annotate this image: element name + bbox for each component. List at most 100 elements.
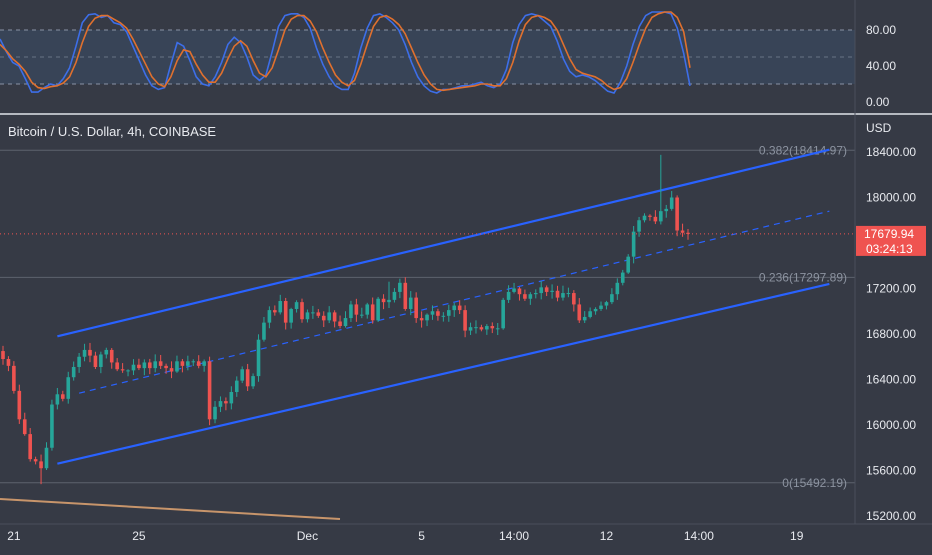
candle-body: [425, 314, 429, 321]
candle-body: [71, 366, 76, 378]
candle-body: [213, 406, 217, 420]
candle-body: [408, 297, 413, 309]
oscillator-pane: [0, 11, 855, 94]
regression-channel[interactable]: [57, 148, 830, 465]
candle-body: [664, 208, 669, 212]
candle-body: [354, 304, 359, 315]
stochastic-k-line: [0, 11, 691, 94]
time-tick-label: Dec: [297, 529, 318, 543]
oscillator-axis[interactable]: 80.00 40.00 0.00: [866, 23, 896, 109]
candle-body: [501, 299, 505, 329]
price-tick-label: 16800.00: [866, 327, 916, 341]
candle-body: [599, 305, 603, 309]
candle-body: [452, 305, 457, 311]
candle-body: [495, 328, 500, 330]
candle-body: [523, 294, 527, 299]
oscillator-tick-label: 80.00: [866, 23, 896, 37]
candle-body: [169, 368, 174, 372]
candle-body: [457, 305, 462, 311]
time-tick-label: 5: [418, 529, 425, 543]
price-axis[interactable]: 18400.0018000.0017600.0017200.0016800.00…: [866, 145, 916, 523]
candle-body: [115, 362, 119, 370]
candle-body: [485, 326, 489, 330]
candle-body: [544, 287, 549, 292]
candle-body: [680, 230, 685, 233]
candle-body: [626, 256, 630, 273]
candle-body: [490, 326, 495, 329]
candlestick-series: [1, 154, 690, 485]
candle-body: [1, 351, 5, 360]
candle-body: [93, 355, 98, 367]
candle-body: [240, 369, 245, 381]
candle-body: [321, 315, 326, 321]
candle-body: [642, 215, 647, 221]
candle-body: [550, 290, 554, 292]
candle-body: [137, 364, 141, 369]
candle-body: [572, 293, 576, 305]
candle-body: [262, 322, 266, 340]
candle-body: [12, 365, 16, 391]
candle-body: [251, 376, 255, 387]
candle-body: [6, 359, 11, 366]
candle-body: [311, 312, 315, 314]
candle-body: [365, 304, 370, 315]
stochastic-d-line: [0, 11, 691, 92]
candle-body: [33, 459, 38, 462]
time-tick-label: 21: [7, 529, 21, 543]
candle-body: [539, 287, 544, 294]
candle-body: [446, 310, 451, 316]
price-tick-label: 18000.00: [866, 191, 916, 205]
candle-body: [376, 298, 380, 321]
candle-body: [39, 461, 43, 469]
candle-body: [153, 361, 158, 369]
price-tick-label: 17200.00: [866, 282, 916, 296]
candle-body: [267, 310, 272, 323]
candle-body: [517, 288, 522, 295]
candle-body: [370, 304, 375, 321]
candle-body: [109, 349, 114, 363]
candle-body: [50, 404, 54, 448]
fib-level-label: 0.236(17297.89): [759, 270, 847, 284]
channel-lower-line[interactable]: [57, 282, 830, 465]
currency-label: USD: [866, 121, 892, 135]
candle-body: [142, 362, 147, 369]
candle-body: [479, 327, 484, 330]
candle-body: [593, 308, 598, 312]
candle-body: [300, 302, 304, 320]
fib-level-label: 0.382(18414.97): [759, 143, 847, 157]
trend-line-lower-left[interactable]: [0, 498, 341, 520]
candle-body: [327, 312, 331, 321]
candle-body: [604, 302, 609, 306]
candle-body: [338, 321, 342, 327]
candle-body: [224, 401, 228, 404]
candle-body: [294, 302, 299, 309]
candle-body: [332, 312, 337, 322]
time-axis[interactable]: 21 25 Dec 5 14:00 12 14:00 19: [7, 529, 804, 543]
symbol-title[interactable]: Bitcoin / U.S. Dollar, 4h, COINBASE: [8, 124, 216, 139]
oscillator-tick-label: 40.00: [866, 59, 896, 73]
candle-body: [588, 311, 592, 317]
time-tick-label: 25: [132, 529, 146, 543]
candle-body: [528, 294, 533, 299]
candle-body: [28, 434, 32, 460]
candle-body: [218, 401, 223, 407]
candle-body: [577, 304, 582, 321]
candle-body: [316, 312, 321, 316]
last-price-value: 17679.94: [864, 227, 914, 241]
price-tick-label: 16000.00: [866, 418, 916, 432]
candle-body: [186, 361, 190, 366]
candle-body: [44, 447, 49, 469]
fibonacci-levels: 0.382(18414.97) 0.236(17297.89) 0(15492.19…: [0, 143, 855, 490]
candle-body: [582, 316, 587, 321]
time-tick-label: 14:00: [684, 529, 714, 543]
candle-body: [77, 356, 81, 367]
bar-countdown: 03:24:13: [866, 242, 913, 256]
candle-body: [158, 361, 163, 366]
channel-mid-line[interactable]: [78, 210, 830, 394]
candle-body: [196, 361, 201, 366]
price-tick-label: 15600.00: [866, 464, 916, 478]
channel-upper-line[interactable]: [57, 148, 830, 338]
candle-body: [234, 380, 239, 393]
candle-body: [349, 304, 353, 319]
